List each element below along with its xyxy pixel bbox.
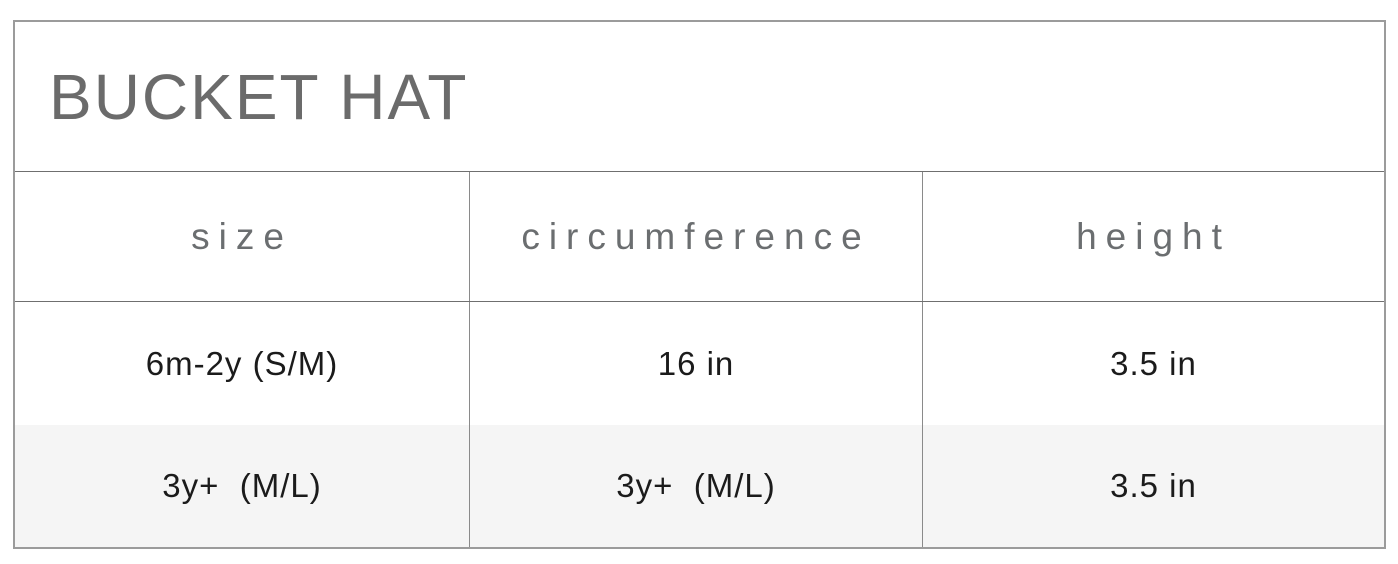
cell-height-row1: 3.5 in [1110,344,1197,382]
column-header-circumference: circumference [470,172,923,301]
cell-size-row1: 6m-2y (S/M) [15,302,470,425]
chart-title: BUCKET HAT [49,60,469,133]
cell-circumference-row1: 16 in [470,302,923,425]
chart-title-row: BUCKET HAT [15,22,1384,172]
table-row: 3y+ (M/L) 3y+ (M/L) 3.5 in [15,425,1384,547]
table-header-row: size circumference height [15,172,1384,302]
column-header-height: height [1076,215,1231,257]
column-header-size: size [15,172,470,301]
cell-height-row2: 3.5 in [1110,467,1197,504]
table-row: 6m-2y (S/M) 16 in 3.5 in [15,302,1384,425]
cell-size-row2: 3y+ (M/L) [15,425,470,547]
cell-circumference-row2: 3y+ (M/L) [470,425,923,547]
size-chart-table: BUCKET HAT size circumference height 6m-… [13,20,1386,549]
